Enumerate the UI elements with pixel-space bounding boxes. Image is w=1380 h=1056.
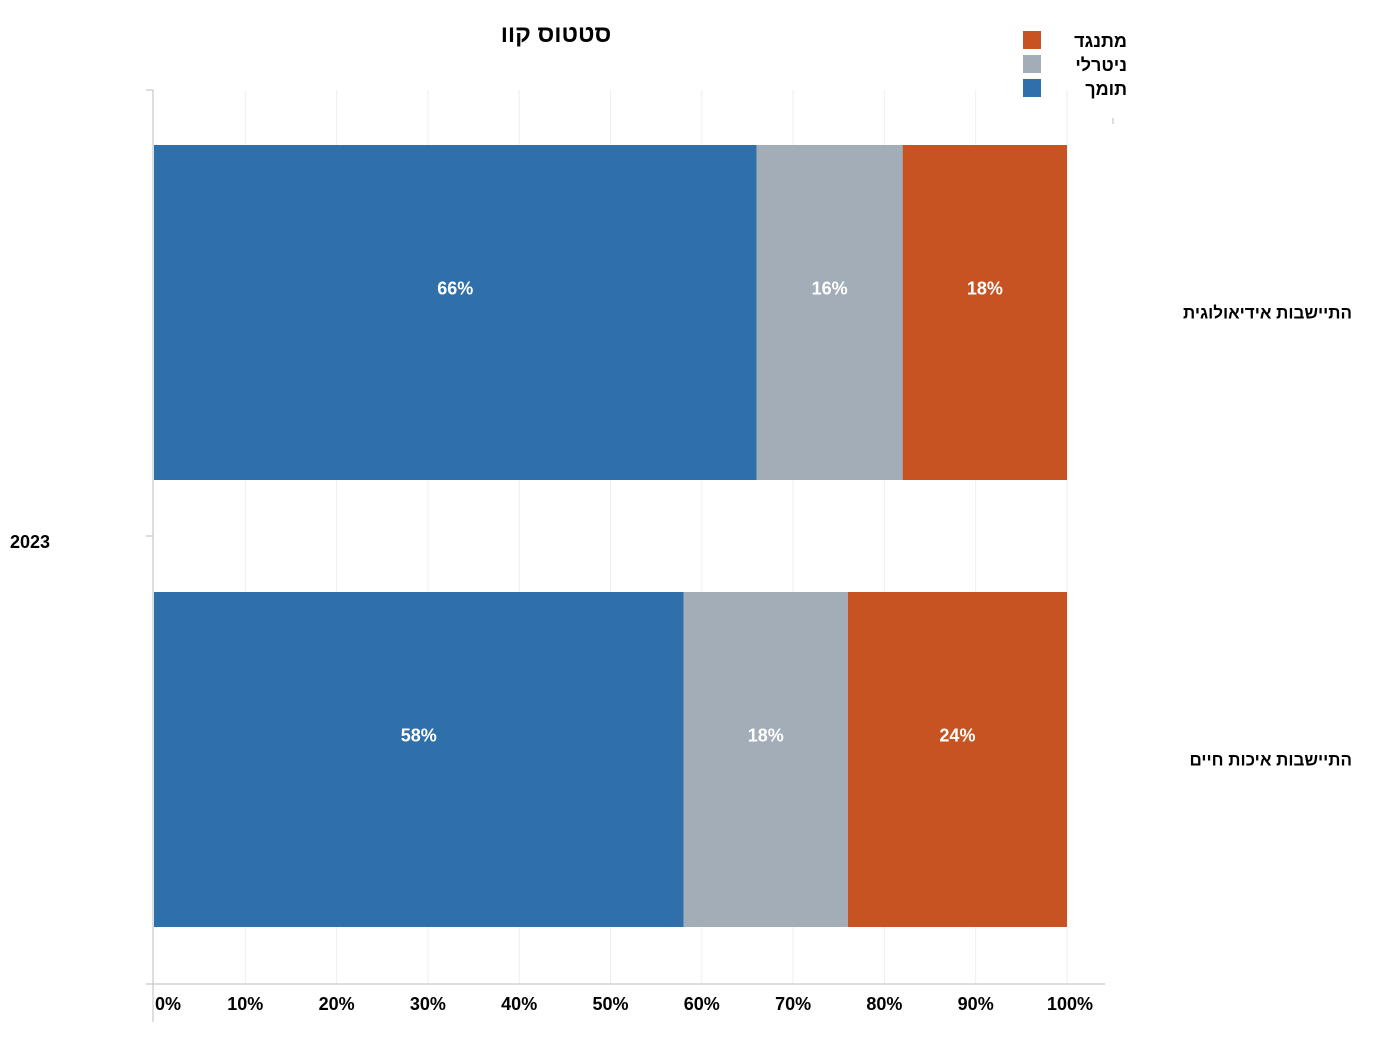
x-axis-ticks: 0% 10% 20% 30% 40% 50% 60% 70% 80% 90% 100% bbox=[155, 994, 1093, 1014]
legend-swatch bbox=[1023, 79, 1041, 97]
chart-title: סטטוס קוו bbox=[501, 21, 612, 48]
bar-segment bbox=[683, 592, 848, 927]
x-tick-label: 50% bbox=[592, 994, 628, 1014]
bar-segment bbox=[154, 592, 684, 927]
bar-segment bbox=[847, 592, 1067, 927]
data-labels: 66% 16% 18% 58% 18% 24% bbox=[401, 279, 1003, 746]
legend-swatch bbox=[1023, 55, 1041, 73]
data-label: 18% bbox=[748, 726, 784, 746]
category-labels: התיישבות אידיאולוגית התיישבות איכות חיים bbox=[1183, 304, 1352, 770]
x-tick-label: 100% bbox=[1047, 994, 1093, 1014]
bars bbox=[154, 145, 1067, 927]
bar-segment bbox=[154, 145, 757, 480]
legend: מתנגד ניטרלי תומך bbox=[1023, 31, 1127, 99]
x-tick-label: 90% bbox=[958, 994, 994, 1014]
data-label: 24% bbox=[939, 726, 975, 746]
x-tick-label: 0% bbox=[155, 994, 181, 1014]
data-label: 16% bbox=[812, 279, 848, 299]
data-label: 58% bbox=[401, 726, 437, 746]
axes bbox=[146, 89, 1114, 1022]
bar-segment bbox=[756, 145, 903, 480]
x-tick-label: 20% bbox=[319, 994, 355, 1014]
category-label: התיישבות איכות חיים bbox=[1190, 751, 1353, 770]
x-tick-label: 10% bbox=[227, 994, 263, 1014]
legend-label: תומך bbox=[1085, 79, 1127, 99]
x-tick-label: 30% bbox=[410, 994, 446, 1014]
group-label: 2023 bbox=[10, 532, 50, 552]
x-tick-label: 70% bbox=[775, 994, 811, 1014]
legend-label: ניטרלי bbox=[1075, 55, 1127, 75]
legend-label: מתנגד bbox=[1074, 31, 1127, 51]
x-tick-label: 80% bbox=[866, 994, 902, 1014]
bar-segment bbox=[902, 145, 1067, 480]
legend-swatch bbox=[1023, 31, 1041, 49]
category-label: התיישבות אידיאולוגית bbox=[1183, 304, 1352, 323]
data-label: 66% bbox=[437, 279, 473, 299]
x-tick-label: 40% bbox=[501, 994, 537, 1014]
x-tick-label: 60% bbox=[684, 994, 720, 1014]
data-label: 18% bbox=[967, 279, 1003, 299]
